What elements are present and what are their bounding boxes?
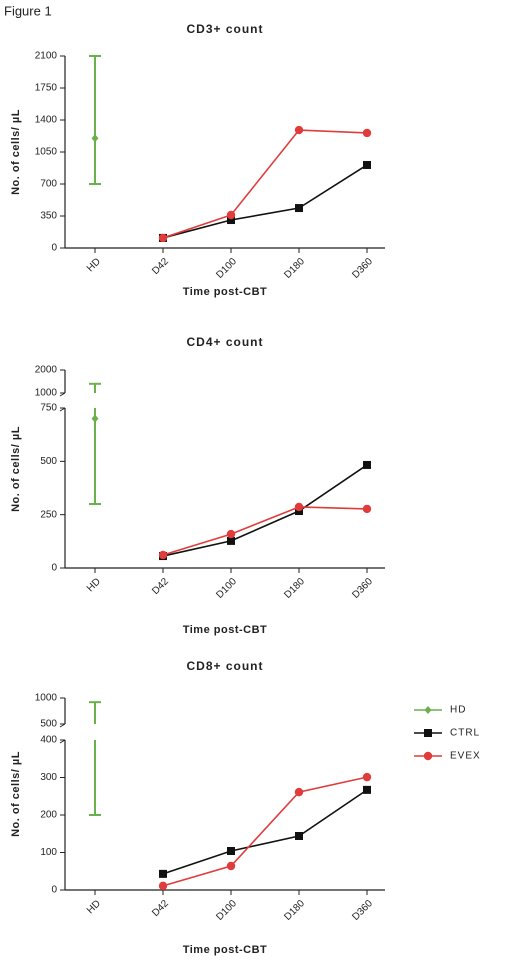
point	[294, 787, 304, 797]
point	[226, 210, 236, 220]
series-line	[162, 464, 368, 557]
point	[227, 536, 235, 545]
y-tick-label: 2000	[35, 365, 58, 376]
point	[294, 125, 304, 135]
point	[362, 128, 372, 138]
x-tick-label: D360	[350, 576, 375, 601]
legend-label: CTRL	[450, 728, 480, 739]
x-tick-label: D180	[282, 576, 307, 601]
chart-title: CD4+ count	[186, 335, 263, 349]
y-tick-label: 1400	[35, 115, 58, 126]
point	[159, 869, 167, 878]
y-tick-label: 200	[40, 810, 57, 821]
x-tick-label: D360	[350, 898, 375, 923]
legend-label: EVEX	[450, 751, 481, 762]
legend-label: HD	[450, 705, 466, 716]
y-tick-label: 1750	[35, 83, 58, 94]
x-tick-label: D42	[150, 898, 171, 919]
y-axis-title: No. of cells/ µL	[10, 426, 22, 512]
y-axis-title: No. of cells/ µL	[10, 751, 22, 837]
x-tick-label: D360	[350, 256, 375, 281]
x-axis-title: Time post-CBT	[183, 944, 268, 956]
x-tick-label: D180	[282, 256, 307, 281]
point	[363, 785, 371, 794]
y-tick-label: 500	[40, 719, 57, 730]
y-tick-label: 0	[51, 243, 57, 254]
point	[227, 847, 235, 855]
chart-title: CD8+ count	[186, 659, 263, 673]
legend-marker	[424, 729, 432, 737]
series-line	[162, 789, 368, 875]
y-tick-label: 700	[40, 179, 57, 190]
x-axis-title: Time post-CBT	[183, 286, 268, 298]
x-tick-label: D100	[214, 256, 239, 281]
y-tick-label: 1000	[35, 388, 58, 399]
x-tick-label: D100	[214, 898, 239, 923]
point	[158, 550, 168, 560]
legend-marker	[423, 751, 433, 761]
y-tick-label: 500	[40, 456, 57, 467]
x-axis-title: Time post-CBT	[183, 624, 268, 636]
point	[226, 529, 236, 539]
y-tick-label: 350	[40, 211, 57, 222]
y-tick-label: 2100	[35, 51, 58, 62]
y-tick-label: 100	[40, 847, 57, 858]
point	[295, 204, 303, 213]
y-tick-label: 300	[40, 772, 57, 783]
series-line	[162, 129, 368, 239]
point	[158, 881, 168, 891]
x-tick-label: D42	[150, 576, 171, 597]
point	[363, 160, 371, 169]
y-axis-title: No. of cells/ µL	[10, 109, 22, 195]
point	[91, 414, 99, 423]
y-tick-label: 0	[51, 885, 57, 896]
y-tick-label: 750	[40, 403, 57, 414]
x-tick-label: HD	[85, 256, 103, 274]
point	[158, 233, 168, 243]
x-tick-label: D100	[214, 576, 239, 601]
point	[227, 216, 235, 225]
point	[295, 832, 303, 840]
point	[362, 772, 372, 782]
x-tick-label: D42	[150, 256, 171, 277]
x-tick-label: HD	[85, 898, 103, 916]
figure-label: Figure 1	[4, 3, 52, 18]
point	[294, 502, 304, 512]
series-line	[162, 164, 368, 239]
point	[363, 460, 371, 469]
y-tick-label: 400	[40, 735, 57, 746]
y-tick-label: 1000	[35, 693, 58, 704]
series-line	[162, 776, 368, 887]
chart-title: CD3+ count	[186, 22, 263, 36]
y-tick-label: 250	[40, 509, 57, 520]
point	[91, 134, 99, 143]
x-tick-label: HD	[85, 576, 103, 594]
y-tick-label: 1050	[35, 147, 58, 158]
point	[226, 861, 236, 871]
legend-marker	[424, 706, 432, 714]
y-tick-label: 0	[51, 563, 57, 574]
series-line	[162, 506, 368, 556]
point	[362, 504, 372, 514]
x-tick-label: D180	[282, 898, 307, 923]
